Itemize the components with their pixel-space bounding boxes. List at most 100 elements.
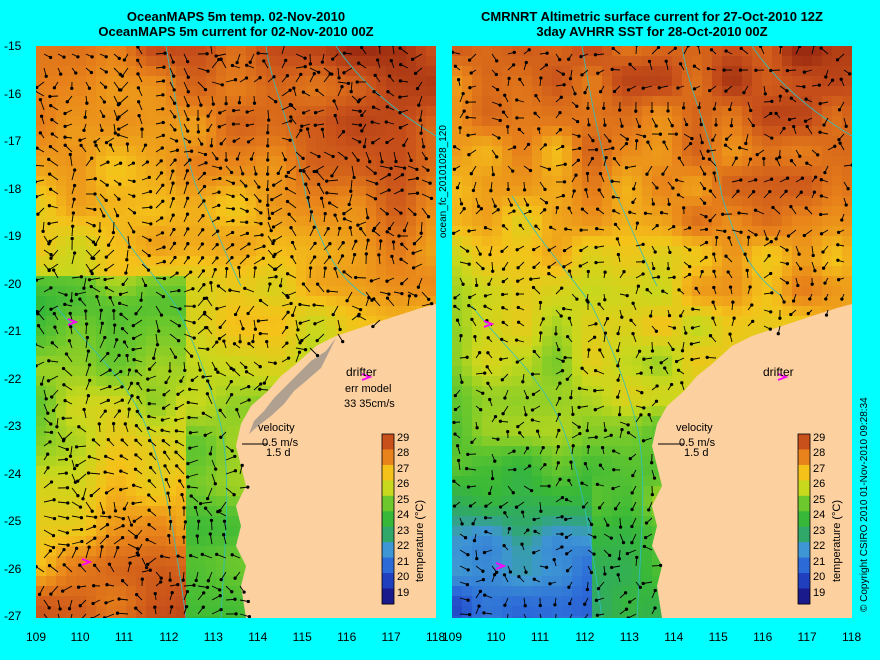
sst-cell — [196, 176, 207, 187]
sst-cell — [366, 76, 377, 87]
sst-cell — [206, 226, 217, 237]
sst-cell — [166, 226, 177, 237]
sst-cell — [186, 126, 197, 137]
sst-cell — [236, 366, 247, 377]
sst-cell — [792, 106, 803, 117]
arrow-head — [49, 253, 53, 257]
arrow-head — [104, 491, 109, 495]
sst-cell — [712, 126, 723, 137]
arrow-head — [89, 269, 93, 273]
sst-cell — [326, 266, 337, 277]
sst-cell — [266, 56, 277, 67]
sst-cell — [76, 46, 87, 57]
arrow-head — [266, 131, 270, 135]
arrow-head — [172, 241, 177, 246]
arrow-head — [137, 113, 141, 118]
sst-cell — [276, 86, 287, 97]
arrow-head — [330, 174, 334, 178]
sst-cell — [226, 396, 237, 407]
current-arrow — [365, 240, 369, 251]
arrow-head — [94, 143, 98, 148]
sst-cell — [336, 126, 347, 137]
arrow-head — [397, 234, 401, 238]
sst-cell — [206, 146, 217, 157]
arrow-head — [132, 230, 136, 234]
arrow-head — [120, 385, 124, 389]
sst-cell — [246, 76, 257, 87]
sst-cell — [106, 586, 117, 597]
sst-cell — [146, 396, 157, 407]
sst-cell — [752, 136, 763, 147]
sst-cell — [752, 66, 763, 77]
sst-cell — [196, 596, 207, 607]
sst-cell — [46, 176, 57, 187]
sst-cell — [502, 196, 513, 207]
sst-cell — [772, 116, 783, 127]
sst-cell — [632, 246, 643, 257]
sst-cell — [336, 56, 347, 67]
sst-cell — [472, 86, 483, 97]
arrow-head — [315, 169, 319, 174]
current-arrow — [350, 179, 353, 192]
sst-cell — [186, 216, 197, 227]
sst-cell — [96, 476, 107, 487]
sst-cell — [36, 496, 47, 507]
sst-cell — [156, 526, 167, 537]
left-title-line1: OceanMAPS 5m temp. 02-Nov-2010 — [126, 9, 346, 24]
current-arrow — [286, 188, 297, 195]
sst-cell — [106, 196, 117, 207]
sst-cell — [416, 206, 427, 217]
sst-cell — [842, 106, 852, 117]
sst-cell — [76, 546, 87, 557]
sst-cell — [306, 116, 317, 127]
sst-cell — [276, 216, 287, 227]
sst-cell — [136, 566, 147, 577]
sst-cell — [316, 146, 327, 157]
sst-cell — [86, 456, 97, 467]
current-arrow — [216, 53, 227, 57]
arrow-head — [354, 275, 358, 280]
sst-cell — [236, 226, 247, 237]
sst-cell — [226, 96, 237, 107]
arrow-head — [246, 599, 250, 604]
sst-cell — [822, 46, 833, 57]
sst-cell — [216, 236, 227, 247]
sst-cell — [166, 56, 177, 67]
sst-cell — [812, 96, 823, 107]
sst-cell — [226, 486, 237, 497]
sst-cell — [482, 136, 493, 147]
sst-cell — [632, 166, 643, 177]
current-arrow — [309, 347, 318, 356]
sst-cell — [196, 126, 207, 137]
arrow-head — [385, 212, 389, 216]
sst-cell — [692, 256, 703, 267]
current-arrow — [90, 286, 101, 293]
sst-cell — [56, 556, 67, 567]
sst-cell — [522, 196, 533, 207]
right-title-line1: CMRNRT Altimetric surface current for 27… — [481, 9, 823, 24]
sst-cell — [572, 166, 583, 177]
sst-cell — [186, 436, 197, 447]
sst-cell — [196, 386, 207, 397]
arrow-head — [234, 612, 238, 616]
arrow-head — [44, 74, 48, 78]
sst-cell — [226, 256, 237, 267]
current-arrow — [379, 174, 390, 181]
sst-cell — [482, 116, 493, 127]
arrow-head — [345, 299, 349, 303]
sst-cell — [286, 216, 297, 227]
sst-cell — [276, 126, 287, 137]
sst-cell — [802, 206, 813, 217]
sst-cell — [552, 176, 563, 187]
arrow-head — [189, 149, 194, 153]
sst-cell — [76, 276, 87, 287]
sst-cell — [552, 246, 563, 257]
arrow-head — [372, 297, 376, 301]
sst-cell — [106, 506, 117, 517]
sst-cell — [622, 76, 633, 87]
sst-cell — [832, 206, 843, 217]
arrow-head — [202, 171, 207, 176]
sst-cell — [366, 96, 377, 107]
sst-cell — [66, 466, 77, 477]
sst-cell — [752, 116, 763, 127]
